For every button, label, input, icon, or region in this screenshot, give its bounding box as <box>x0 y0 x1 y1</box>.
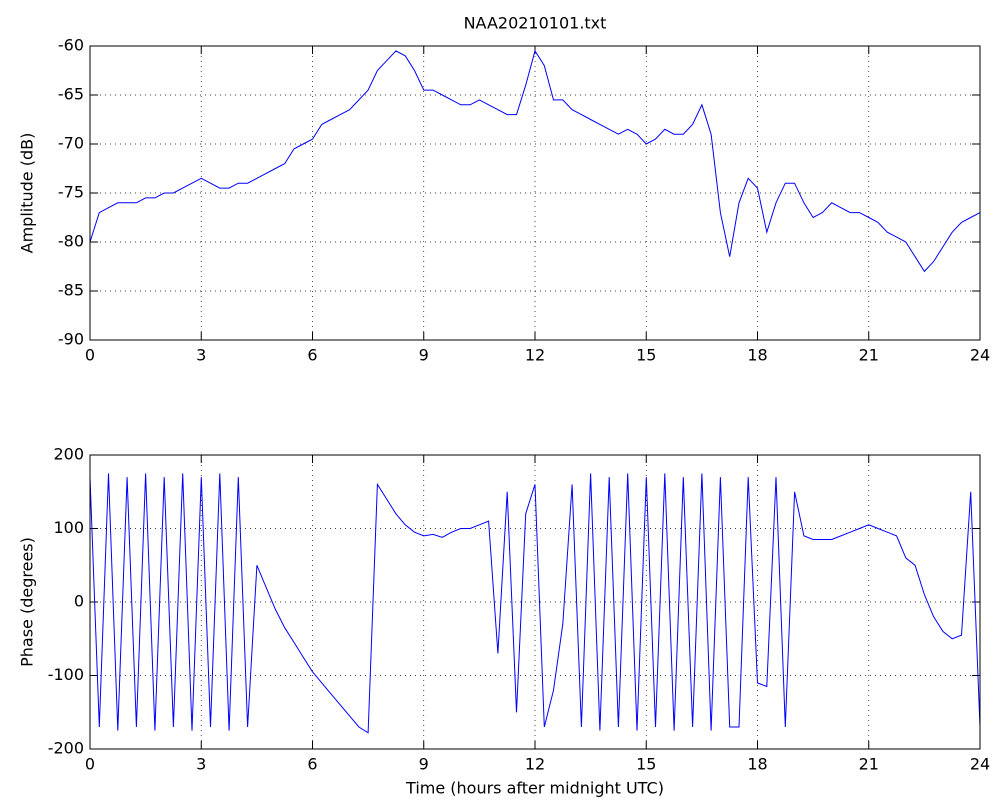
y-tick-label: -200 <box>48 739 84 758</box>
y-tick-label: -85 <box>58 281 84 300</box>
x-tick-label: 6 <box>307 346 317 365</box>
x-tick-label: 12 <box>525 755 545 774</box>
y-tick-label: -90 <box>58 330 84 349</box>
y-tick-label: -60 <box>58 36 84 55</box>
x-tick-label: 24 <box>970 346 990 365</box>
axes-frame <box>89 454 981 750</box>
axes-frame <box>89 45 981 341</box>
x-tick-label: 3 <box>196 346 206 365</box>
x-tick-label: 21 <box>859 346 879 365</box>
x-tick-label: 3 <box>196 755 206 774</box>
x-axis-label: Time (hours after midnight UTC) <box>405 779 664 798</box>
y-axis-label: Phase (degrees) <box>18 537 37 667</box>
x-tick-label: 15 <box>636 346 656 365</box>
x-tick-label: 15 <box>636 755 656 774</box>
y-tick-label: 100 <box>53 518 84 537</box>
y-axis-label: Amplitude (dB) <box>18 133 37 254</box>
y-tick-label: -75 <box>58 183 84 202</box>
x-tick-label: 24 <box>970 755 990 774</box>
data-line <box>89 49 981 273</box>
y-tick-label: 0 <box>74 592 84 611</box>
chart-title: NAA20210101.txt <box>464 14 607 33</box>
y-tick-label: -100 <box>48 665 84 684</box>
y-tick-label: 200 <box>53 445 84 464</box>
x-tick-label: 9 <box>419 755 429 774</box>
y-tick-label: -80 <box>58 232 84 251</box>
x-tick-label: 18 <box>747 346 767 365</box>
y-tick-label: -65 <box>58 85 84 104</box>
x-tick-label: 9 <box>419 346 429 365</box>
x-tick-label: 12 <box>525 346 545 365</box>
x-tick-label: 18 <box>747 755 767 774</box>
data-line <box>89 473 981 734</box>
x-tick-label: 0 <box>85 755 95 774</box>
x-tick-label: 6 <box>307 755 317 774</box>
x-tick-label: 21 <box>859 755 879 774</box>
y-tick-label: -70 <box>58 134 84 153</box>
x-tick-label: 0 <box>85 346 95 365</box>
